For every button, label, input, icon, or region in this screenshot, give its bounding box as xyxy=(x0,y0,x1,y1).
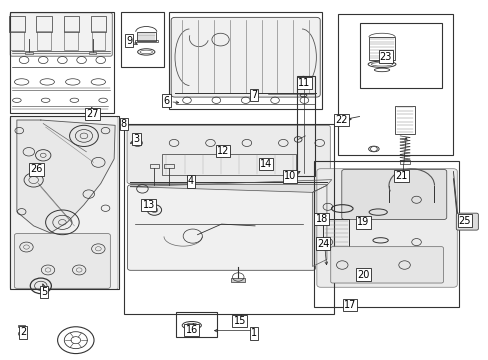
Bar xyxy=(121,12,163,67)
FancyBboxPatch shape xyxy=(455,213,477,230)
Bar xyxy=(360,23,441,88)
Bar xyxy=(395,106,414,134)
Text: 25: 25 xyxy=(458,216,470,226)
Bar xyxy=(399,160,409,164)
Bar xyxy=(135,40,158,42)
Text: 5: 5 xyxy=(41,287,47,297)
Text: 1: 1 xyxy=(250,328,257,338)
Bar xyxy=(231,278,245,282)
Bar xyxy=(18,325,24,328)
Bar xyxy=(168,13,322,109)
Text: 22: 22 xyxy=(335,115,347,125)
Text: 20: 20 xyxy=(356,270,369,280)
Polygon shape xyxy=(17,120,115,233)
Bar xyxy=(313,161,458,307)
Polygon shape xyxy=(312,185,326,266)
Polygon shape xyxy=(130,180,331,192)
FancyBboxPatch shape xyxy=(10,117,118,289)
Text: 8: 8 xyxy=(121,119,126,129)
Bar xyxy=(10,117,119,289)
FancyBboxPatch shape xyxy=(127,185,315,270)
FancyBboxPatch shape xyxy=(127,125,329,184)
Bar xyxy=(10,13,114,113)
Text: 14: 14 xyxy=(260,159,272,169)
Bar xyxy=(137,32,156,41)
Bar xyxy=(123,123,333,314)
FancyBboxPatch shape xyxy=(10,13,112,56)
FancyBboxPatch shape xyxy=(330,247,443,283)
Bar xyxy=(337,14,452,155)
Bar xyxy=(368,37,395,60)
Text: 13: 13 xyxy=(142,200,155,210)
Text: 23: 23 xyxy=(379,51,391,62)
Bar xyxy=(9,16,24,32)
FancyBboxPatch shape xyxy=(341,170,446,220)
Bar xyxy=(36,16,52,32)
Text: 9: 9 xyxy=(126,36,132,46)
Text: 18: 18 xyxy=(315,214,327,224)
Bar xyxy=(149,164,159,168)
Text: 24: 24 xyxy=(316,239,328,248)
Bar xyxy=(91,31,105,50)
Bar xyxy=(37,31,51,50)
Text: 15: 15 xyxy=(233,316,245,326)
Bar xyxy=(63,16,79,32)
Bar xyxy=(161,154,295,175)
Text: 3: 3 xyxy=(133,134,140,144)
Bar xyxy=(90,16,106,32)
Bar xyxy=(89,52,96,54)
Text: 21: 21 xyxy=(395,171,407,181)
Bar xyxy=(323,219,349,247)
Text: 27: 27 xyxy=(86,109,99,119)
Text: 10: 10 xyxy=(284,171,296,181)
Text: 26: 26 xyxy=(30,165,42,174)
FancyBboxPatch shape xyxy=(316,169,456,287)
Text: 6: 6 xyxy=(163,96,169,105)
Bar xyxy=(163,164,173,168)
Ellipse shape xyxy=(368,146,378,152)
Bar xyxy=(10,31,23,50)
Text: 17: 17 xyxy=(343,300,355,310)
Bar xyxy=(25,52,33,54)
Text: 2: 2 xyxy=(20,327,26,337)
Bar xyxy=(296,76,314,176)
Bar xyxy=(176,312,217,337)
Text: 16: 16 xyxy=(185,325,198,335)
Circle shape xyxy=(370,147,376,152)
Text: 19: 19 xyxy=(357,217,369,227)
FancyBboxPatch shape xyxy=(15,234,110,288)
FancyBboxPatch shape xyxy=(171,17,320,97)
Bar xyxy=(64,31,78,50)
Text: 12: 12 xyxy=(216,146,229,156)
Text: 4: 4 xyxy=(187,176,194,186)
Text: 7: 7 xyxy=(250,90,257,100)
Text: 11: 11 xyxy=(298,78,310,88)
